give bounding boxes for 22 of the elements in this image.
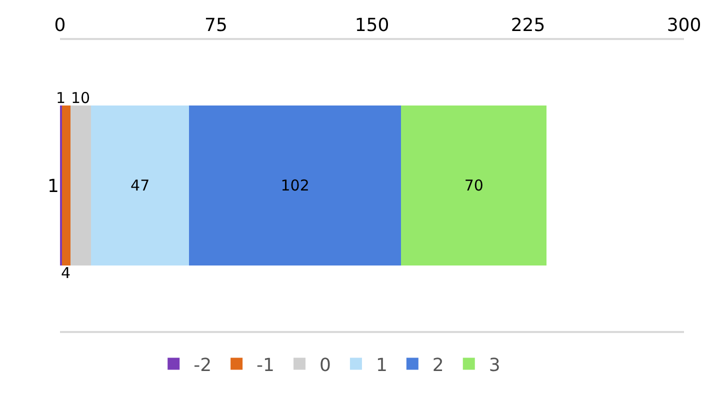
bar (62, 105, 70, 266)
legend-label: -1 (256, 354, 275, 376)
bar (91, 105, 189, 266)
x-tick-label: 300 (666, 14, 702, 36)
data-label: 102 (280, 176, 310, 194)
bar (401, 105, 547, 266)
x-tick-label: 225 (510, 14, 546, 36)
data-label: 4 (61, 264, 71, 282)
data-label: 1 (56, 89, 66, 107)
legend-label: 1 (376, 354, 388, 376)
legend-label: 3 (488, 354, 500, 376)
legend-label: 0 (320, 354, 331, 376)
x-tick-label: 0 (54, 14, 66, 36)
data-label: 70 (464, 176, 484, 194)
legend-label: -2 (194, 354, 212, 376)
x-tick-label: 150 (354, 14, 390, 36)
bar (188, 105, 402, 266)
data-label: 10 (71, 89, 90, 107)
legend-label: 2 (432, 354, 444, 376)
x-tick-label: 75 (204, 14, 228, 36)
bar (70, 105, 92, 266)
data-label: 47 (130, 176, 150, 194)
